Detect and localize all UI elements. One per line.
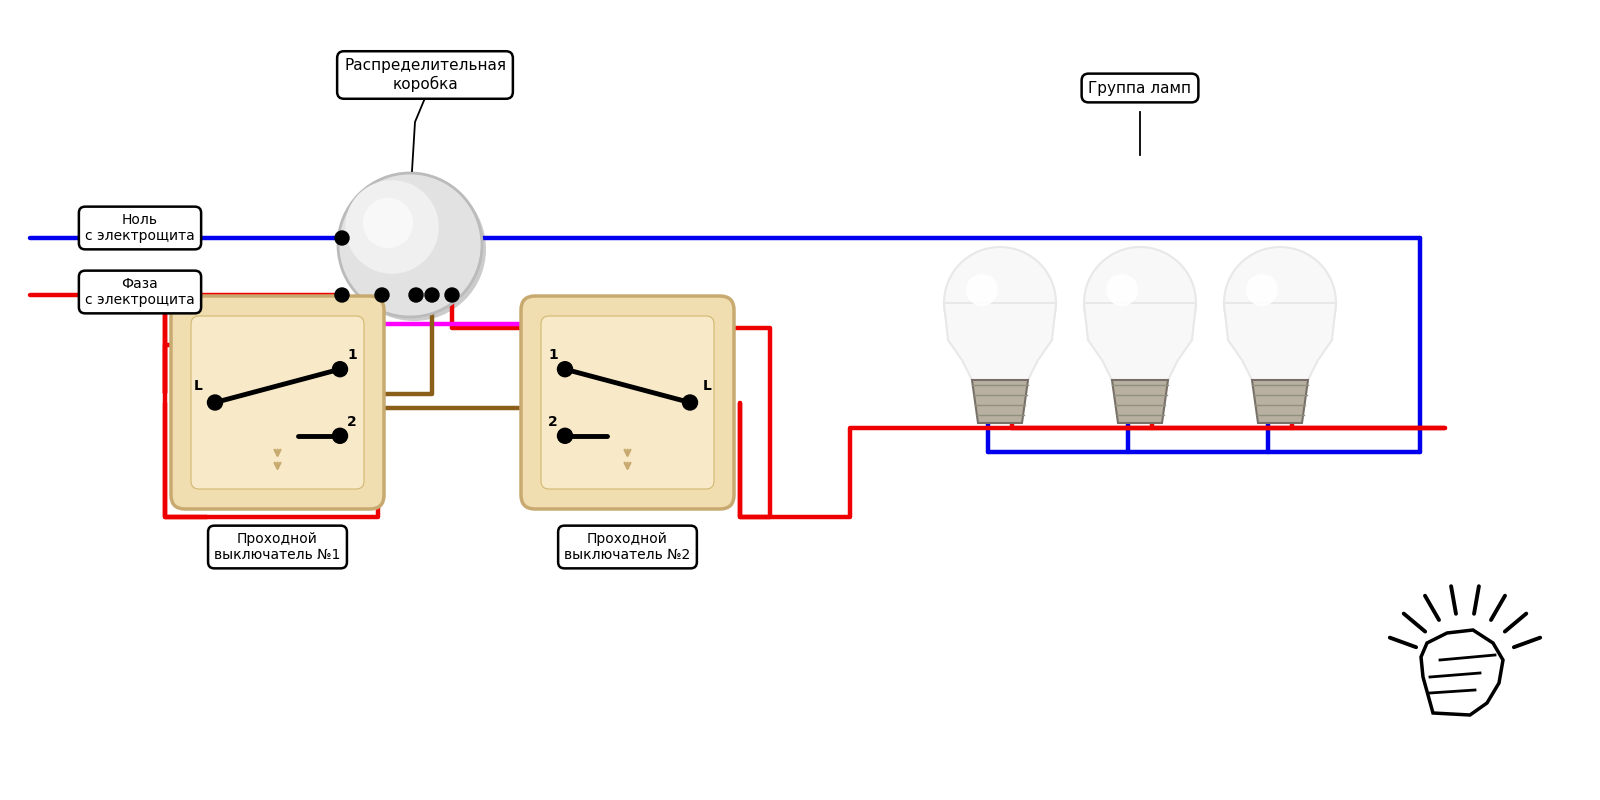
Text: 1: 1 xyxy=(347,348,357,362)
Polygon shape xyxy=(1224,303,1336,380)
Text: Фаза
с электрощита: Фаза с электрощита xyxy=(85,277,195,307)
Text: Проходной
выключатель №1: Проходной выключатель №1 xyxy=(214,532,341,562)
Text: 2: 2 xyxy=(347,414,357,429)
FancyBboxPatch shape xyxy=(541,316,714,489)
Polygon shape xyxy=(944,303,1056,380)
Polygon shape xyxy=(1085,303,1197,380)
Text: 2: 2 xyxy=(549,414,558,429)
Circle shape xyxy=(1224,247,1336,359)
Circle shape xyxy=(346,180,438,274)
Circle shape xyxy=(1106,274,1138,306)
Polygon shape xyxy=(1253,380,1309,423)
Circle shape xyxy=(363,198,413,248)
Text: 1: 1 xyxy=(549,348,558,362)
Circle shape xyxy=(557,362,573,377)
Circle shape xyxy=(557,428,573,443)
Circle shape xyxy=(1246,274,1278,306)
Circle shape xyxy=(334,288,349,302)
Circle shape xyxy=(1085,247,1197,359)
Circle shape xyxy=(683,395,698,410)
Text: Проходной
выключатель №2: Проходной выключатель №2 xyxy=(565,532,691,562)
Circle shape xyxy=(374,288,389,302)
Circle shape xyxy=(944,247,1056,359)
Text: Распределительная
коробка: Распределительная коробка xyxy=(344,58,506,92)
Circle shape xyxy=(334,231,349,245)
Circle shape xyxy=(333,362,347,377)
Circle shape xyxy=(426,288,438,302)
Circle shape xyxy=(333,428,347,443)
Circle shape xyxy=(445,288,459,302)
Polygon shape xyxy=(1421,630,1502,715)
FancyBboxPatch shape xyxy=(522,296,734,509)
Polygon shape xyxy=(973,380,1027,423)
Polygon shape xyxy=(1112,380,1168,423)
Circle shape xyxy=(410,288,422,302)
FancyBboxPatch shape xyxy=(190,316,365,489)
FancyBboxPatch shape xyxy=(171,296,384,509)
Circle shape xyxy=(208,395,222,410)
Text: Ноль
с электрощита: Ноль с электрощита xyxy=(85,213,195,243)
Circle shape xyxy=(342,177,486,321)
Circle shape xyxy=(338,173,482,317)
Text: L: L xyxy=(194,379,203,394)
Circle shape xyxy=(966,274,998,306)
Text: Группа ламп: Группа ламп xyxy=(1088,81,1192,95)
Text: L: L xyxy=(702,379,712,394)
